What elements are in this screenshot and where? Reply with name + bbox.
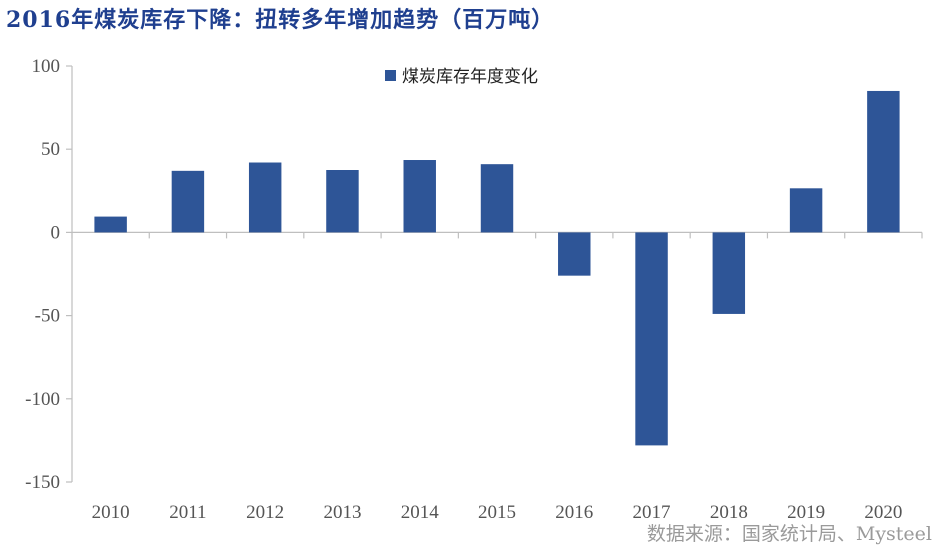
- x-tick-label: 2015: [478, 502, 516, 523]
- y-axis: 100 50 0 -50 -100 -150: [25, 56, 73, 493]
- bar: [248, 162, 282, 233]
- bar: [635, 232, 668, 446]
- bar-series: [94, 90, 900, 446]
- bar: [480, 164, 514, 233]
- x-tick-label: 2017: [633, 502, 671, 523]
- bar: [712, 232, 746, 314]
- chart-title: 2016年煤炭库存下降：扭转多年增加趋势（百万吨）: [6, 7, 555, 33]
- x-tick-label: 2020: [864, 502, 902, 523]
- bar: [558, 232, 591, 276]
- legend-label: 煤炭库存年度变化: [402, 67, 538, 87]
- source-note: 数据来源：国家统计局、Mysteel: [646, 523, 932, 545]
- y-tick-label: -150: [25, 472, 60, 493]
- x-tick-label: 2013: [323, 502, 361, 523]
- x-tick-label: 2012: [246, 502, 284, 523]
- bar: [789, 188, 823, 233]
- y-tick-label: -100: [25, 389, 60, 410]
- bar: [326, 170, 359, 233]
- bar: [867, 90, 900, 233]
- bar: [403, 160, 436, 233]
- y-tick-label: 0: [51, 222, 61, 243]
- x-tick-label: 2010: [92, 502, 130, 523]
- x-tick-label: 2014: [401, 502, 440, 523]
- legend-swatch: [385, 70, 396, 81]
- x-tick-label: 2011: [169, 502, 206, 523]
- x-tick-label: 2019: [787, 502, 825, 523]
- x-tick-label: 2016: [555, 502, 593, 523]
- y-tick-label: -50: [35, 306, 60, 327]
- legend: 煤炭库存年度变化: [385, 67, 538, 87]
- x-tick-label: 2018: [710, 502, 748, 523]
- x-axis: 2010 2011 2012 2013 2014 2015 2016 2017 2018 2019…: [71, 231, 923, 523]
- bar: [94, 216, 127, 233]
- y-tick-label: 50: [41, 139, 60, 160]
- y-tick-label: 100: [32, 56, 61, 77]
- bar: [171, 170, 205, 233]
